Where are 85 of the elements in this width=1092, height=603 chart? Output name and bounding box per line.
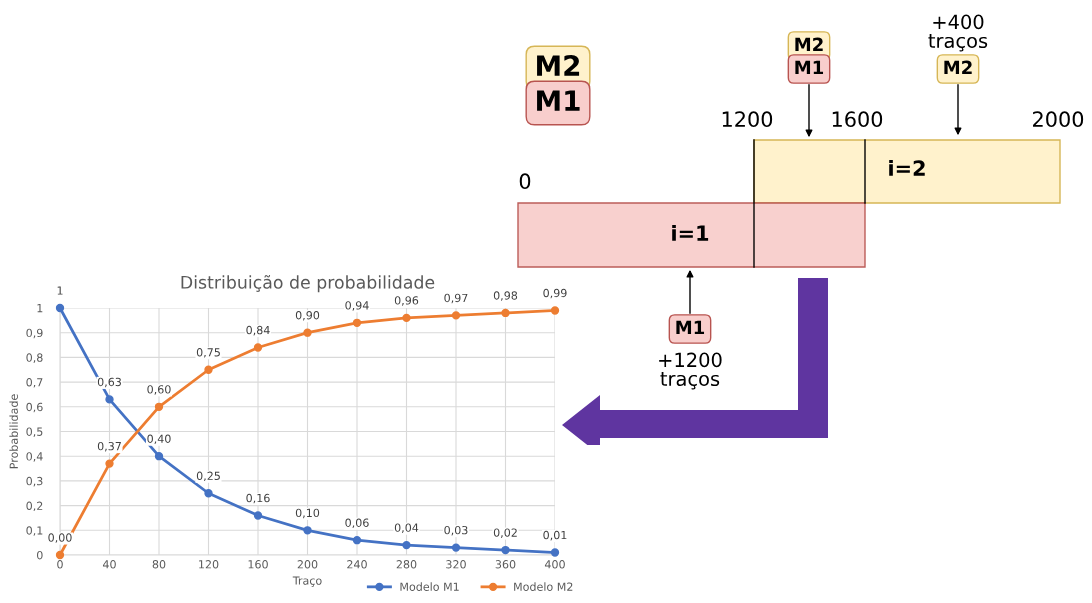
data-label: 0,04 bbox=[394, 523, 419, 533]
x-tick-label: 40 bbox=[102, 560, 116, 569]
x-tick-label: 120 bbox=[199, 560, 219, 569]
point bbox=[550, 548, 560, 557]
text: i=1 bbox=[672, 224, 709, 241]
chart-title: Distribuição de probabilidade bbox=[181, 275, 435, 293]
point bbox=[550, 306, 560, 315]
text: M2 bbox=[944, 60, 972, 74]
data-label: 0,06 bbox=[345, 518, 369, 529]
point bbox=[451, 311, 461, 320]
point bbox=[204, 365, 213, 374]
y-axis-title: Probabilidade bbox=[9, 394, 18, 469]
data-label: 0,96 bbox=[394, 296, 419, 306]
point bbox=[501, 545, 510, 555]
data-label: 0,00 bbox=[48, 533, 72, 543]
data-label: 0,02 bbox=[493, 528, 517, 538]
data-label: 0,16 bbox=[246, 493, 270, 504]
x-tick-label: 280 bbox=[396, 560, 417, 569]
y-tick-label: 0,8 bbox=[26, 353, 43, 363]
y-tick-label: 0 bbox=[37, 550, 43, 560]
data-label: 0,84 bbox=[246, 325, 270, 336]
data-label: 0,90 bbox=[295, 311, 320, 321]
data-label: 0,25 bbox=[196, 471, 220, 482]
point bbox=[303, 526, 312, 535]
text: M2 bbox=[537, 55, 580, 76]
data-label: 0,40 bbox=[147, 434, 171, 445]
data-label: 0,60 bbox=[147, 385, 171, 395]
data-label: 0,75 bbox=[196, 348, 220, 358]
text: M1 bbox=[795, 60, 824, 74]
text: 1600 bbox=[832, 111, 883, 128]
point bbox=[105, 459, 114, 468]
text: M1 bbox=[537, 90, 580, 111]
point bbox=[204, 489, 213, 498]
point bbox=[352, 318, 362, 327]
y-tick-label: 1 bbox=[37, 304, 43, 313]
text: +1200 traços bbox=[659, 352, 722, 390]
data-label: 0,01 bbox=[543, 530, 567, 541]
point bbox=[253, 343, 263, 352]
point bbox=[55, 303, 65, 313]
y-tick-label: 0,9 bbox=[26, 328, 43, 339]
text: i=2 bbox=[889, 159, 925, 176]
data-label: 0,97 bbox=[444, 293, 468, 304]
point bbox=[501, 308, 510, 318]
point bbox=[55, 550, 65, 560]
text: +400 traços bbox=[928, 14, 988, 52]
y-tick-label: 0,2 bbox=[26, 501, 43, 512]
point bbox=[352, 536, 362, 545]
x-tick-label: 80 bbox=[152, 560, 166, 569]
point bbox=[105, 395, 114, 404]
y-tick-label: 0,5 bbox=[26, 427, 43, 438]
x-axis-title: Traço bbox=[292, 576, 322, 587]
point bbox=[253, 511, 263, 520]
x-tick-label: 320 bbox=[446, 560, 466, 569]
data-label: 0,98 bbox=[493, 291, 518, 301]
text: M2 bbox=[795, 37, 823, 51]
y-tick-label: 0,6 bbox=[26, 402, 43, 413]
x-tick-label: 400 bbox=[544, 560, 565, 569]
point bbox=[303, 328, 312, 337]
y-tick-label: 0,1 bbox=[26, 526, 43, 536]
text: 1200 bbox=[722, 111, 773, 128]
x-tick-label: 240 bbox=[347, 560, 367, 569]
x-tick-label: 0 bbox=[57, 560, 63, 569]
y-tick-label: 0,3 bbox=[26, 476, 43, 487]
data-label: 0,10 bbox=[295, 508, 320, 519]
data-label: 0,37 bbox=[97, 441, 121, 452]
legend-label: Modelo M1 bbox=[400, 582, 459, 591]
data-label: 0,94 bbox=[345, 301, 369, 311]
text: M1 bbox=[676, 320, 705, 334]
legend-label: Modelo M2 bbox=[514, 582, 573, 591]
data-label: 0,99 bbox=[543, 288, 567, 299]
point bbox=[154, 452, 164, 461]
x-tick-label: 360 bbox=[495, 560, 516, 569]
point bbox=[402, 313, 411, 323]
data-label: 0,03 bbox=[444, 525, 468, 536]
text: 0 bbox=[519, 173, 531, 190]
data-label: 1 bbox=[57, 286, 63, 295]
data-label: 0,63 bbox=[97, 377, 121, 388]
text: 2000 bbox=[1033, 111, 1084, 128]
x-tick-label: 200 bbox=[297, 560, 318, 569]
x-tick-label: 160 bbox=[248, 560, 268, 569]
point bbox=[451, 543, 461, 552]
y-tick-label: 0,7 bbox=[26, 378, 43, 388]
y-tick-label: 0,4 bbox=[26, 452, 43, 462]
point bbox=[154, 402, 164, 411]
point bbox=[402, 540, 411, 550]
